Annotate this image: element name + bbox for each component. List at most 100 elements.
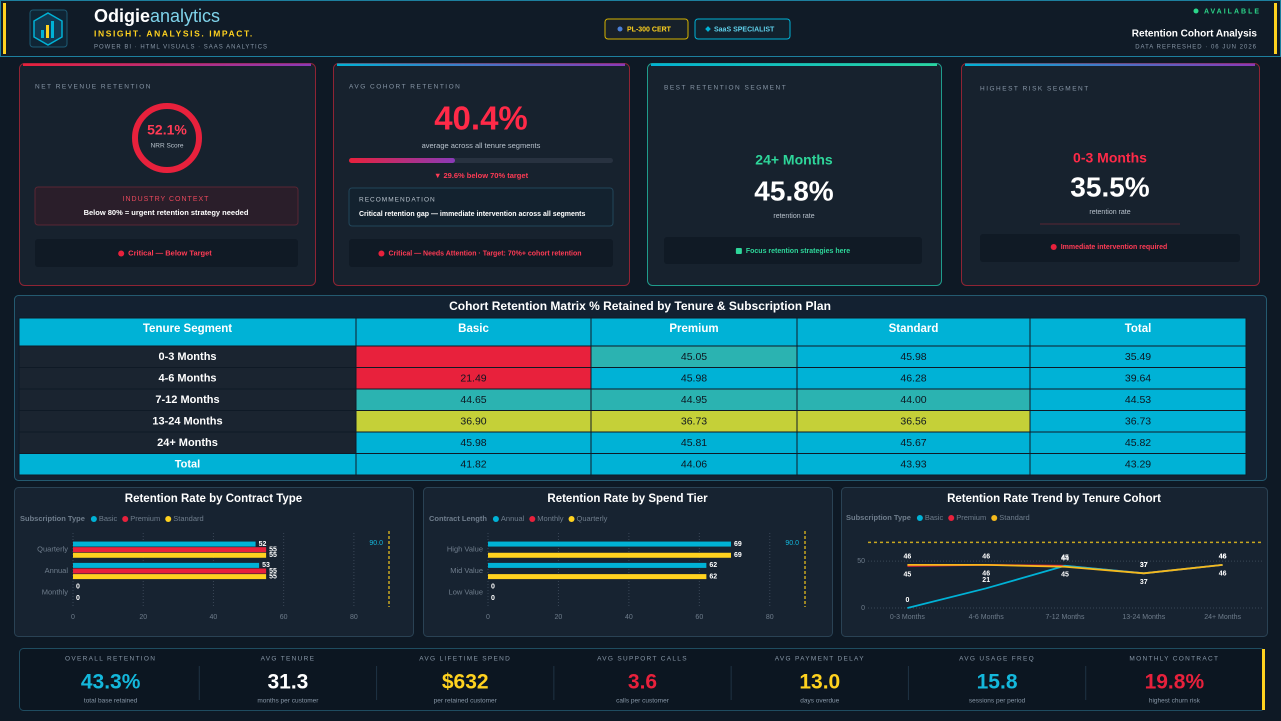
cell-value: 45.82 bbox=[1125, 437, 1151, 449]
data-label: 37 bbox=[1140, 579, 1148, 586]
data-label: 0 bbox=[491, 584, 495, 591]
data-label: 37 bbox=[1140, 562, 1148, 569]
x-tick-label: 20 bbox=[139, 614, 147, 621]
data-label: 46 bbox=[904, 554, 912, 561]
logo-bar bbox=[41, 30, 44, 38]
cell-value: 43.29 bbox=[1125, 458, 1151, 470]
status-box bbox=[35, 239, 298, 267]
logo-bar bbox=[46, 25, 49, 38]
kpi-label: AVG PAYMENT DELAY bbox=[775, 656, 865, 663]
x-tick-label: 60 bbox=[280, 614, 288, 621]
kpi-label: AVG SUPPORT CALLS bbox=[597, 656, 688, 663]
data-label: 44 bbox=[1061, 556, 1069, 563]
note-box bbox=[348, 187, 614, 227]
kpi-caption: months per customer bbox=[257, 698, 319, 705]
legend-title: Contract Length bbox=[429, 514, 487, 523]
data-label: 0 bbox=[905, 597, 909, 604]
bar bbox=[488, 574, 707, 580]
cell-value: 46.28 bbox=[900, 372, 926, 384]
card-caption: retention rate bbox=[1089, 209, 1130, 216]
chart-title: Retention Rate Trend by Tenure Cohort bbox=[947, 493, 1161, 505]
header-cell bbox=[355, 317, 592, 347]
chart-title: Retention Rate by Spend Tier bbox=[547, 493, 708, 505]
header-accent bbox=[1274, 3, 1277, 54]
header-cell bbox=[1029, 317, 1247, 347]
kpi-value: 3.6 bbox=[628, 671, 657, 694]
row-label: 4-6 Months bbox=[158, 372, 216, 384]
cell-value: 21.49 bbox=[460, 372, 486, 384]
cell-value: 36.73 bbox=[1125, 415, 1151, 427]
legend-label: Annual bbox=[501, 514, 525, 523]
logo-bar bbox=[51, 21, 54, 38]
note-box bbox=[34, 186, 299, 226]
x-tick-label: 20 bbox=[555, 614, 563, 621]
legend-swatch bbox=[529, 516, 536, 522]
chart-title: Retention Rate by Contract Type bbox=[125, 493, 302, 505]
cell-value: 45.98 bbox=[681, 372, 707, 384]
x-tick-label: 0-3 Months bbox=[890, 614, 926, 621]
data-label: 69 bbox=[734, 541, 742, 548]
legend-label: Monthly bbox=[537, 514, 564, 523]
y-tick-label: Monthly bbox=[42, 587, 69, 596]
cell-value: 45.67 bbox=[900, 437, 926, 449]
data-label: 46 bbox=[1219, 554, 1227, 561]
kpi-caption: days overdue bbox=[800, 698, 839, 705]
status-dot bbox=[1193, 8, 1199, 14]
chart-panel bbox=[14, 487, 414, 637]
badge-dot bbox=[617, 26, 623, 32]
note-text: Critical retention gap — immediate inter… bbox=[359, 211, 586, 218]
tagline: INSIGHT. ANALYSIS. IMPACT. bbox=[94, 28, 254, 38]
data-label: 55 bbox=[269, 573, 277, 580]
x-tick-label: 13-24 Months bbox=[1122, 614, 1165, 621]
data-label: 21 bbox=[982, 577, 990, 584]
status-label: AVAILABLE bbox=[1204, 8, 1261, 15]
row-label: Total bbox=[175, 458, 200, 470]
card-label: AVG COHORT RETENTION bbox=[349, 84, 461, 91]
bar bbox=[73, 568, 267, 574]
row-label: 24+ Months bbox=[157, 437, 218, 449]
bar bbox=[488, 562, 707, 568]
badge bbox=[694, 18, 791, 40]
chart-panel bbox=[841, 487, 1268, 637]
data-label: 55 bbox=[269, 568, 277, 575]
kpi-caption: calls per customer bbox=[616, 698, 670, 705]
legend-swatch bbox=[122, 516, 129, 522]
badge-label: PL-300 CERT bbox=[627, 26, 672, 33]
note-title: INDUSTRY CONTEXT bbox=[123, 196, 210, 203]
cell-value: 43.93 bbox=[900, 458, 926, 470]
cell-value: 39.64 bbox=[1125, 372, 1151, 384]
status-box bbox=[980, 234, 1240, 262]
card-label: BEST RETENTION SEGMENT bbox=[664, 85, 787, 92]
bar bbox=[73, 552, 267, 558]
x-tick-label: 40 bbox=[625, 614, 633, 621]
column-header: Tenure Segment bbox=[143, 323, 232, 335]
y-tick-label: Mid Value bbox=[450, 566, 483, 575]
header-cell bbox=[590, 317, 798, 347]
status-icon bbox=[118, 250, 125, 257]
data-label: 46 bbox=[982, 571, 990, 578]
brand-name: Odigie bbox=[94, 6, 150, 26]
table-cell bbox=[1029, 453, 1247, 476]
progress-fill bbox=[349, 158, 455, 163]
header-cell bbox=[18, 317, 357, 347]
status-box bbox=[664, 237, 922, 264]
cell-value: 41.82 bbox=[460, 458, 486, 470]
cell-value: 44.53 bbox=[1125, 394, 1151, 406]
data-label: 0 bbox=[76, 595, 80, 602]
subline: POWER BI · HTML VISUALS · SAAS ANALYTICS bbox=[94, 45, 268, 51]
bar bbox=[73, 547, 267, 553]
card-caption: retention rate bbox=[773, 213, 814, 220]
column-header: Total bbox=[1125, 323, 1152, 335]
x-tick-label: 80 bbox=[766, 614, 774, 621]
legend-title: Subscription Type bbox=[20, 514, 85, 523]
series-line bbox=[907, 563, 1223, 575]
kpi-caption: sessions per period bbox=[969, 698, 1026, 705]
kpi-value: 19.8% bbox=[1145, 671, 1205, 694]
data-label: 69 bbox=[734, 552, 742, 559]
card-stripe bbox=[337, 63, 625, 66]
status-box bbox=[349, 239, 613, 267]
data-label: 52 bbox=[259, 541, 267, 548]
report-title: Retention Cohort Analysis bbox=[1132, 29, 1258, 40]
